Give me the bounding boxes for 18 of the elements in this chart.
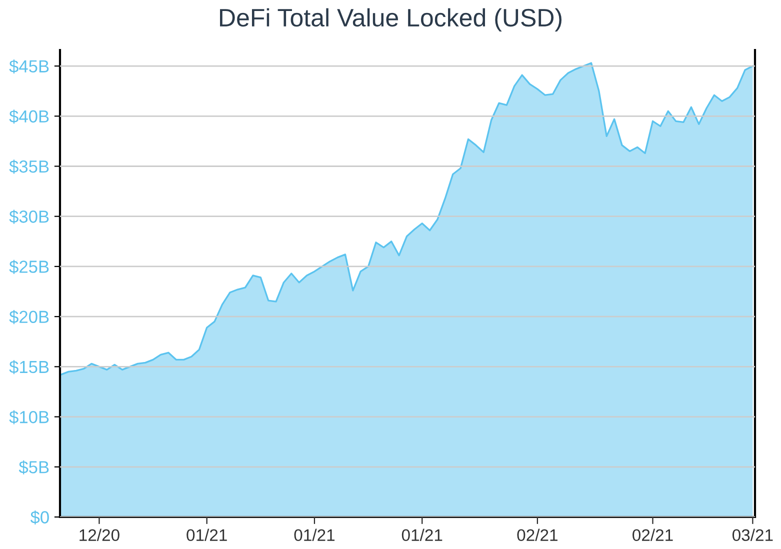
y-tick-label: $10B [9, 410, 49, 424]
x-tick-label: 02/21 [517, 528, 558, 542]
y-tick-label: $15B [9, 360, 49, 374]
y-tick-label: $5B [18, 460, 49, 474]
y-tick-label: $40B [9, 110, 49, 124]
x-tick-label: 03/21 [732, 528, 773, 542]
y-tick-label: $45B [9, 59, 49, 74]
x-tick-label: 01/21 [186, 528, 227, 542]
x-tick-label: 12/20 [80, 528, 120, 542]
y-tick-label: $0 [30, 510, 49, 524]
x-tick-label: 02/21 [632, 528, 673, 542]
x-tick-label: 01/21 [294, 528, 335, 542]
chart-title: DeFi Total Value Locked (USD) [220, 8, 562, 32]
y-tick-label: $25B [9, 260, 49, 274]
y-tick-label: $35B [9, 160, 49, 174]
y-tick-label: $30B [9, 210, 49, 224]
y-tick-label: $20B [9, 310, 49, 324]
x-tick-label: 01/21 [402, 528, 442, 542]
